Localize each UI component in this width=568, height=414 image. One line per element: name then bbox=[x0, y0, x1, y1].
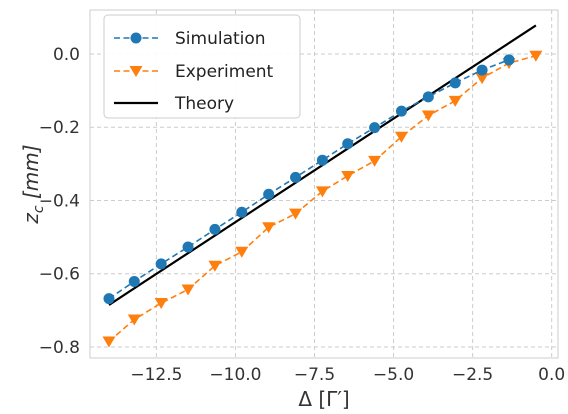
data-point-simulation bbox=[182, 241, 194, 253]
x-tick-label: −7.5 bbox=[294, 365, 335, 385]
y-tick-label: −0.6 bbox=[39, 265, 80, 285]
data-point-experiment bbox=[368, 155, 382, 167]
data-point-simulation bbox=[263, 188, 275, 200]
legend-entry-simulation: Simulation bbox=[114, 29, 266, 49]
data-point-simulation bbox=[503, 54, 515, 66]
y-ticks: 0.0 −0.2 −0.4 −0.6 −0.8 bbox=[39, 45, 80, 358]
legend: Simulation Experiment Theory bbox=[103, 14, 301, 119]
y-axis-label-unit: [mm] bbox=[19, 144, 43, 199]
data-point-experiment bbox=[262, 222, 276, 234]
y-axis-label-main: z bbox=[19, 213, 43, 225]
data-point-simulation bbox=[395, 105, 407, 117]
x-tick-label: −5.0 bbox=[373, 365, 414, 385]
x-tick-label: −12.5 bbox=[130, 365, 182, 385]
x-tick-label: −10.0 bbox=[209, 365, 261, 385]
data-point-simulation bbox=[103, 293, 115, 305]
data-point-simulation bbox=[422, 91, 434, 103]
data-point-experiment bbox=[127, 314, 141, 326]
y-axis-label-sub: c bbox=[31, 205, 47, 213]
data-point-experiment bbox=[315, 186, 329, 198]
data-point-simulation bbox=[449, 77, 461, 89]
data-point-experiment bbox=[475, 73, 489, 85]
data-point-experiment bbox=[394, 131, 408, 143]
legend-marker-simulation bbox=[130, 32, 142, 44]
data-point-simulation bbox=[155, 258, 167, 270]
data-point-experiment bbox=[181, 284, 195, 296]
data-point-experiment bbox=[154, 298, 168, 310]
x-tick-label: −2.5 bbox=[452, 365, 493, 385]
data-point-experiment bbox=[208, 260, 222, 272]
data-point-experiment bbox=[102, 336, 116, 348]
y-axis-label: zc [mm] bbox=[19, 144, 47, 224]
y-tick-label: 0.0 bbox=[53, 45, 80, 65]
legend-entry-experiment: Experiment bbox=[114, 62, 274, 82]
data-point-experiment bbox=[448, 95, 462, 107]
data-point-simulation bbox=[128, 275, 140, 287]
data-point-simulation bbox=[342, 138, 354, 150]
legend-label-experiment: Experiment bbox=[175, 62, 274, 82]
x-ticks: −12.5 −10.0 −7.5 −5.0 −2.5 0.0 bbox=[130, 365, 565, 385]
data-point-simulation bbox=[290, 171, 302, 183]
x-axis-label: Δ [Γ′] bbox=[298, 387, 349, 411]
data-point-simulation bbox=[236, 206, 248, 218]
x-tick-label: 0.0 bbox=[538, 365, 565, 385]
data-point-simulation bbox=[369, 122, 381, 134]
legend-box bbox=[103, 14, 301, 119]
y-tick-label: −0.4 bbox=[39, 191, 80, 211]
data-point-simulation bbox=[209, 223, 221, 235]
data-point-experiment bbox=[235, 246, 249, 258]
legend-marker-experiment bbox=[129, 66, 143, 77]
y-tick-label: −0.2 bbox=[39, 118, 80, 138]
legend-label-simulation: Simulation bbox=[175, 29, 266, 49]
data-point-simulation bbox=[316, 154, 328, 166]
legend-label-theory: Theory bbox=[174, 94, 234, 114]
data-point-experiment bbox=[529, 50, 543, 62]
data-point-simulation bbox=[476, 64, 488, 76]
series-line-simulation bbox=[108, 59, 510, 300]
data-point-experiment bbox=[341, 170, 355, 182]
data-point-experiment bbox=[421, 110, 435, 122]
legend-entry-theory: Theory bbox=[114, 94, 234, 114]
series-layer bbox=[102, 24, 543, 348]
y-tick-label: −0.8 bbox=[39, 338, 80, 358]
data-point-experiment bbox=[289, 208, 303, 220]
